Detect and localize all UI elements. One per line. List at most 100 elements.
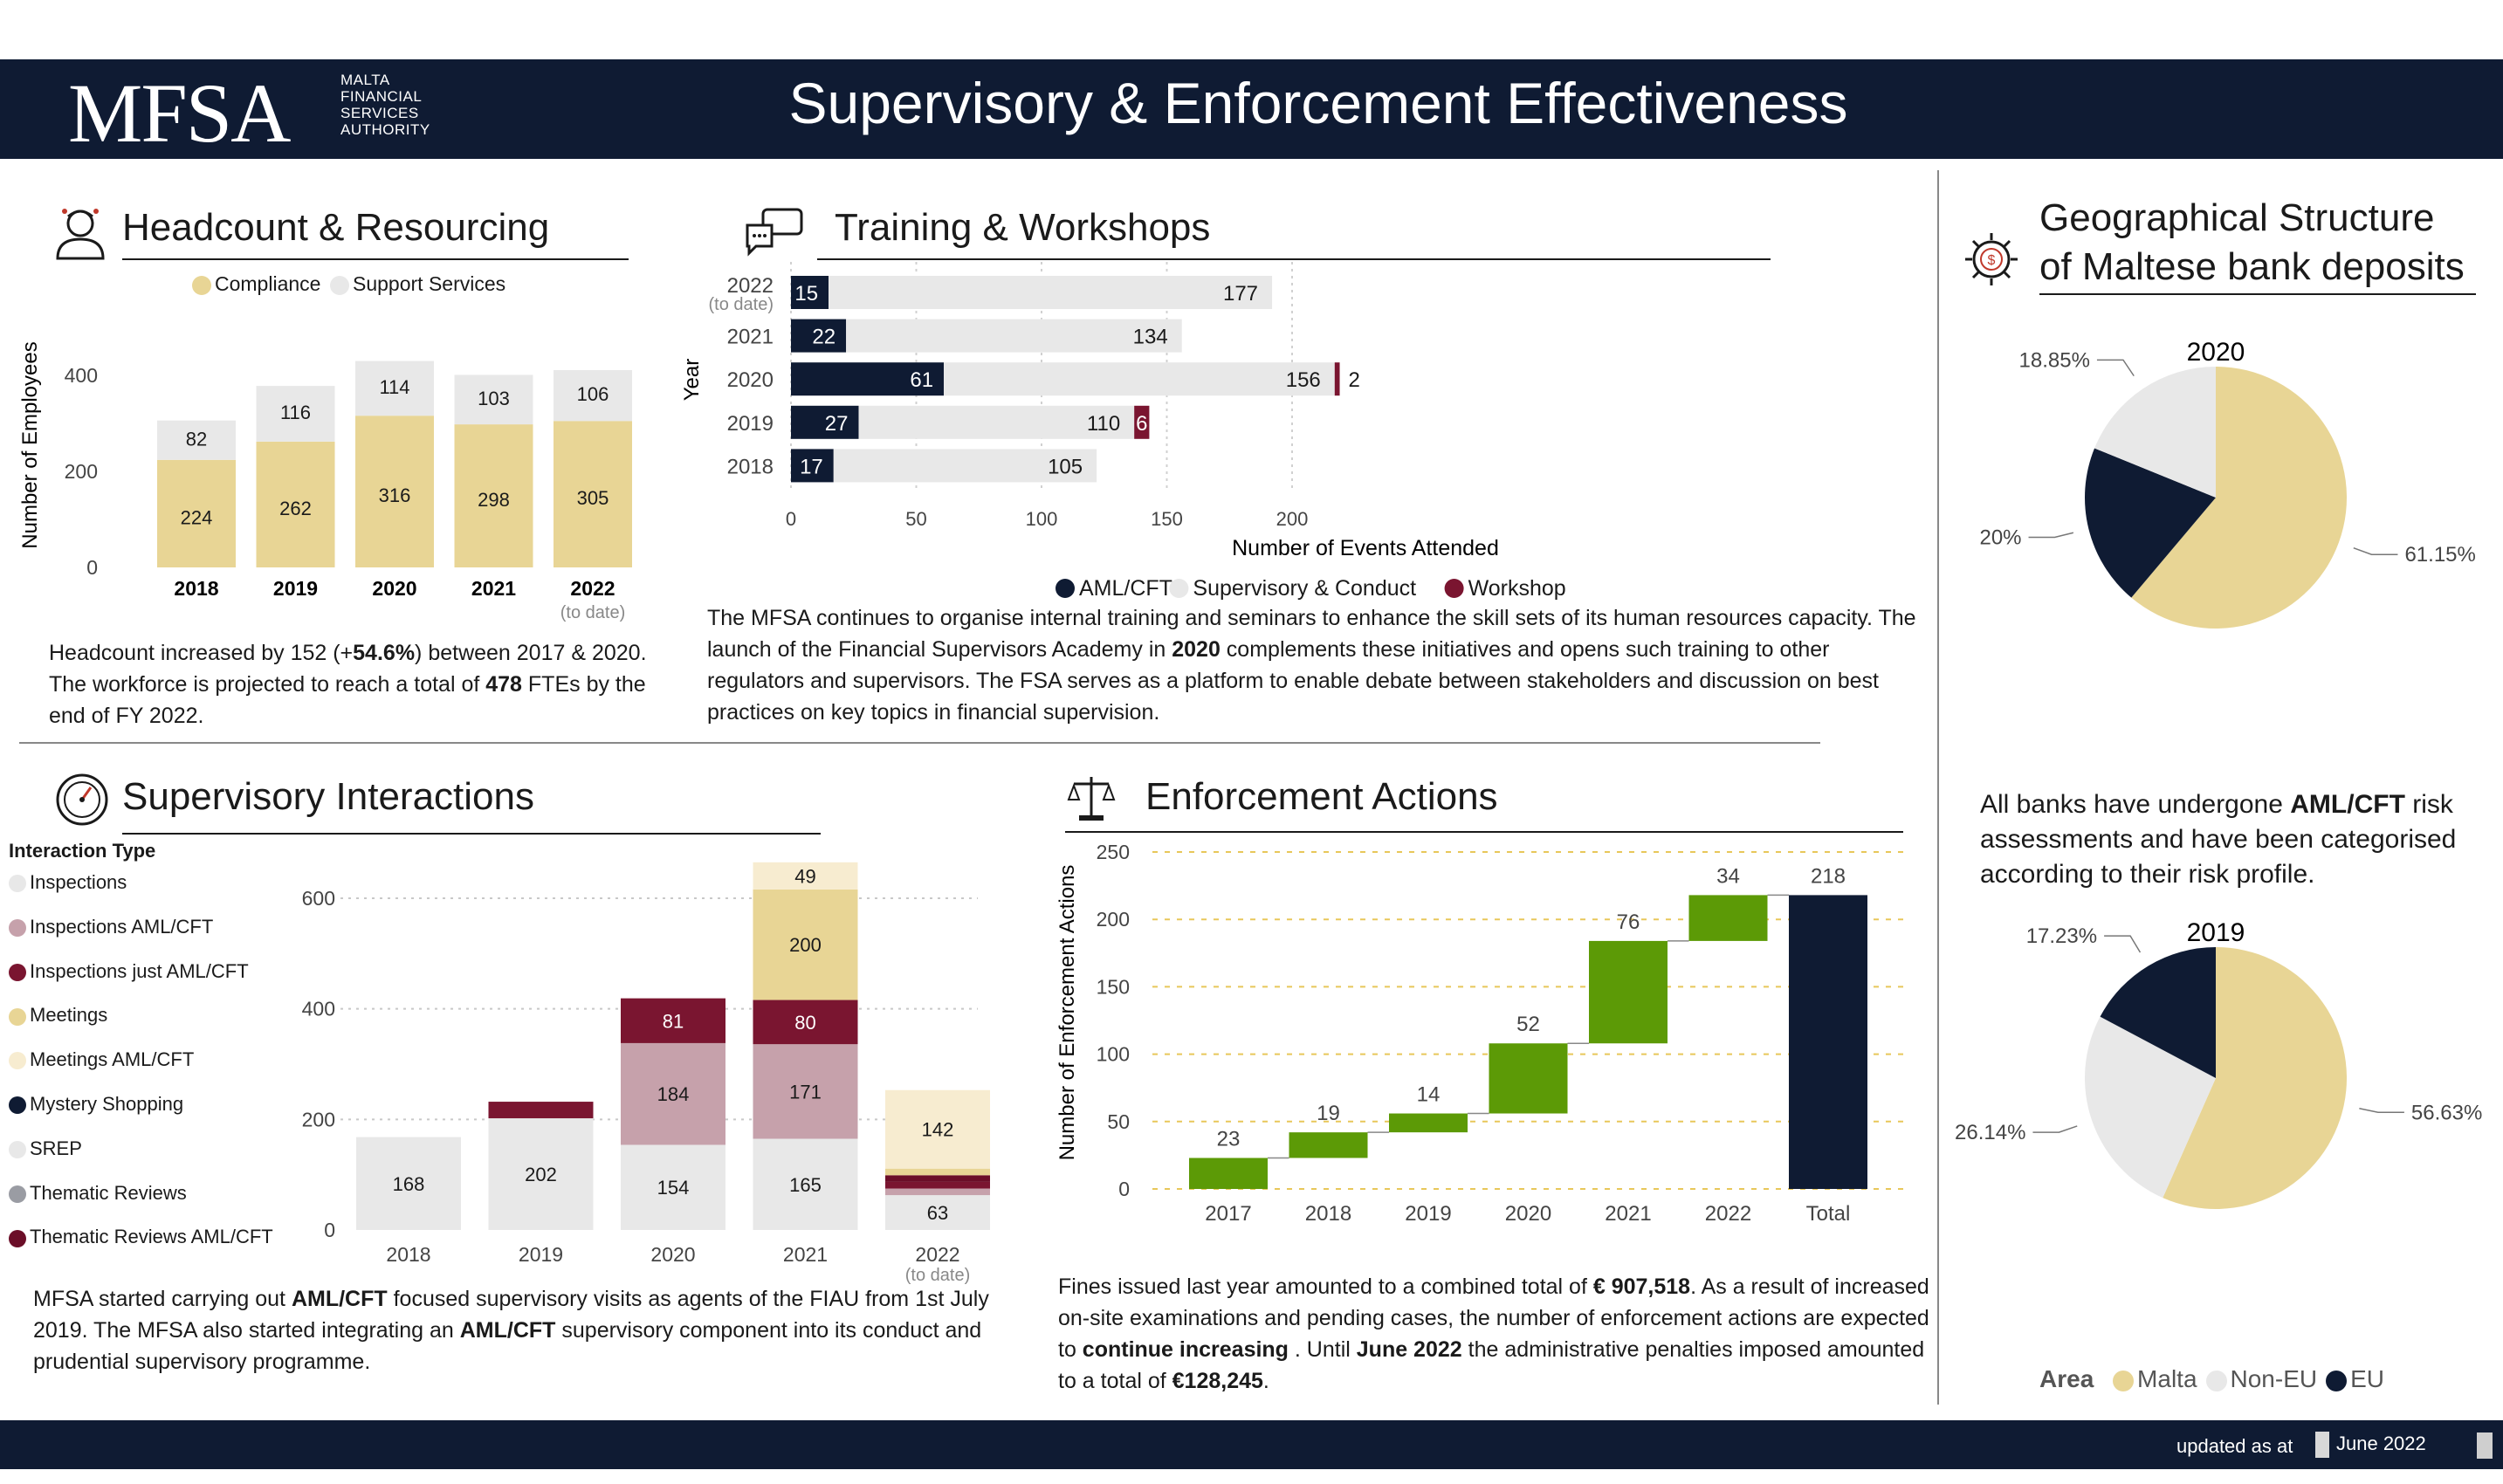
geo-title: Geographical Structure of Maltese bank d… xyxy=(2039,194,2465,292)
interaction-legend-item: Inspections AML/CFT xyxy=(9,916,213,938)
chat-bubbles-icon xyxy=(746,208,803,257)
bar-value-label: 106 xyxy=(577,383,609,405)
headcount-y-axis-label: Number of Employees xyxy=(18,341,42,548)
supervisory-bar-segment xyxy=(753,1000,858,1045)
training-title: Training & Workshops xyxy=(835,206,1211,249)
legend-dot xyxy=(9,1229,26,1247)
legend-dot xyxy=(9,1140,26,1158)
legend-label: Meetings xyxy=(30,1004,108,1027)
bar-value-label: 27 xyxy=(825,412,849,436)
legend-dot xyxy=(9,1096,26,1115)
vertical-divider xyxy=(1937,170,1939,1405)
x-tick-label: 2018 xyxy=(1305,1202,1351,1226)
horizontal-divider xyxy=(19,742,1820,744)
legend-label: SREP xyxy=(30,1137,82,1159)
pie-title: 2019 xyxy=(2187,918,2245,947)
x-tick-label: 2018 xyxy=(386,1243,430,1266)
supervisory-bar-segment xyxy=(885,1188,990,1196)
supervisory-bar-segment xyxy=(488,1102,594,1119)
x-tick-label: 0 xyxy=(786,508,796,530)
training-underline xyxy=(817,258,1771,260)
y-tick-label: 600 xyxy=(302,887,335,910)
x-tick-label: 2019 xyxy=(273,577,318,600)
pie-slice-label: 20% xyxy=(1979,526,2021,550)
bar-value-label: 171 xyxy=(789,1081,822,1103)
supervisory-text: MFSA started carrying out AML/CFT focuse… xyxy=(33,1287,989,1374)
legend-dot xyxy=(2326,1370,2348,1391)
bar-value-label: 224 xyxy=(181,506,213,528)
y-tick-label: 50 xyxy=(1107,1110,1130,1133)
enforcement-y-axis-label: Number of Enforcement Actions xyxy=(1056,865,1079,1161)
legend-label: Inspections just AML/CFT xyxy=(30,959,249,982)
x-tick-note: (to date) xyxy=(560,603,625,622)
scales-icon xyxy=(1067,777,1116,821)
legend-dot xyxy=(330,275,349,295)
x-tick-label: 2022 xyxy=(1705,1202,1751,1226)
training-text: The MFSA continues to organise internal … xyxy=(707,606,1916,725)
waterfall-bar xyxy=(1688,895,1768,941)
training-chart: 0 50 100 150 200 Number of Events Attended Yea… xyxy=(680,262,1566,601)
legend-dot xyxy=(2205,1370,2227,1391)
y-tick-label: 0 xyxy=(86,556,98,579)
legend-label: Thematic Reviews AML/CFT xyxy=(30,1226,273,1248)
logo-sub-line: FINANCIAL xyxy=(340,88,423,105)
y-tick-label: 2018 xyxy=(727,455,774,478)
waterfall-bar xyxy=(1189,1158,1268,1189)
updated-date[interactable]: June 2022 xyxy=(2336,1432,2426,1454)
x-tick-label: 2022 xyxy=(570,577,615,600)
training-bar-segment xyxy=(791,319,847,353)
date-picker-handle[interactable] xyxy=(2315,1432,2329,1458)
legend-label: Thematic Reviews xyxy=(30,1181,187,1204)
headcount-bar-segment xyxy=(454,424,533,567)
bar-value-label: 184 xyxy=(657,1083,690,1105)
bar-value-label: 110 xyxy=(1087,412,1120,436)
interaction-legend-item: Meetings xyxy=(9,1004,107,1027)
bar-value-label: 49 xyxy=(794,865,815,887)
bar-value-label: 22 xyxy=(812,326,835,349)
footer-bar xyxy=(0,1420,2503,1469)
logo-sub-line: AUTHORITY xyxy=(340,121,430,138)
bar-value-label: 82 xyxy=(186,428,207,450)
supervisory-bar-segment xyxy=(753,1044,858,1139)
supervisory-bar-segment xyxy=(753,889,858,1000)
bar-value-label: 316 xyxy=(379,484,411,506)
supervisory-bar-segment xyxy=(488,1118,594,1230)
interaction-legend-item: SREP xyxy=(9,1137,82,1160)
x-tick-label: 2019 xyxy=(519,1243,563,1266)
bar-value-label: 168 xyxy=(393,1173,425,1195)
page-title: Supervisory & Enforcement Effectiveness xyxy=(788,71,1848,135)
geo-text: All banks have undergone AML/CFT risk as… xyxy=(1980,790,2457,889)
x-tick-label: 100 xyxy=(1026,508,1058,530)
x-tick-label: 2021 xyxy=(1605,1202,1651,1226)
y-tick-label: 400 xyxy=(65,364,98,387)
bar-value-label: 81 xyxy=(663,1010,684,1032)
supervisory-bar-segment xyxy=(885,1181,990,1189)
training-bar-segment xyxy=(791,449,834,483)
pie-slice xyxy=(2094,367,2216,498)
bar-value-label: 2 xyxy=(1349,368,1360,392)
training-bar-segment xyxy=(791,276,829,309)
bar-value-label: 76 xyxy=(1617,910,1640,934)
supervisory-bar-segment xyxy=(885,1195,990,1230)
supervisory-bar-segment xyxy=(621,1144,725,1230)
y-tick-label: 2019 xyxy=(727,412,774,436)
legend-label: Mystery Shopping xyxy=(30,1093,184,1115)
bar-value-label: 202 xyxy=(525,1164,557,1185)
bar-value-label: 156 xyxy=(1286,368,1321,392)
mfsa-logo: MFSA xyxy=(68,66,291,160)
legend-dot xyxy=(2113,1370,2135,1391)
bar-value-label: 134 xyxy=(1133,326,1168,349)
bar-value-label: 34 xyxy=(1716,864,1740,888)
pie-slice-label: 56.63% xyxy=(2411,1101,2482,1124)
footer-scroll-button[interactable] xyxy=(2477,1432,2493,1459)
legend-label: EU xyxy=(2350,1365,2385,1392)
waterfall-bar xyxy=(1289,1132,1368,1158)
supervisory-title: Supervisory Interactions xyxy=(122,775,534,818)
pie-leader-line xyxy=(2353,546,2398,555)
waterfall-bar xyxy=(1389,1113,1468,1133)
headcount-underline xyxy=(122,258,629,260)
pie-chart-2020: 2020 61.15% 20% 18.85% xyxy=(1979,338,2476,629)
interaction-legend-item: Thematic Reviews AML/CFT xyxy=(9,1226,273,1248)
supervisory-bar-segment xyxy=(356,1137,461,1230)
legend-label: Inspections xyxy=(30,871,127,893)
